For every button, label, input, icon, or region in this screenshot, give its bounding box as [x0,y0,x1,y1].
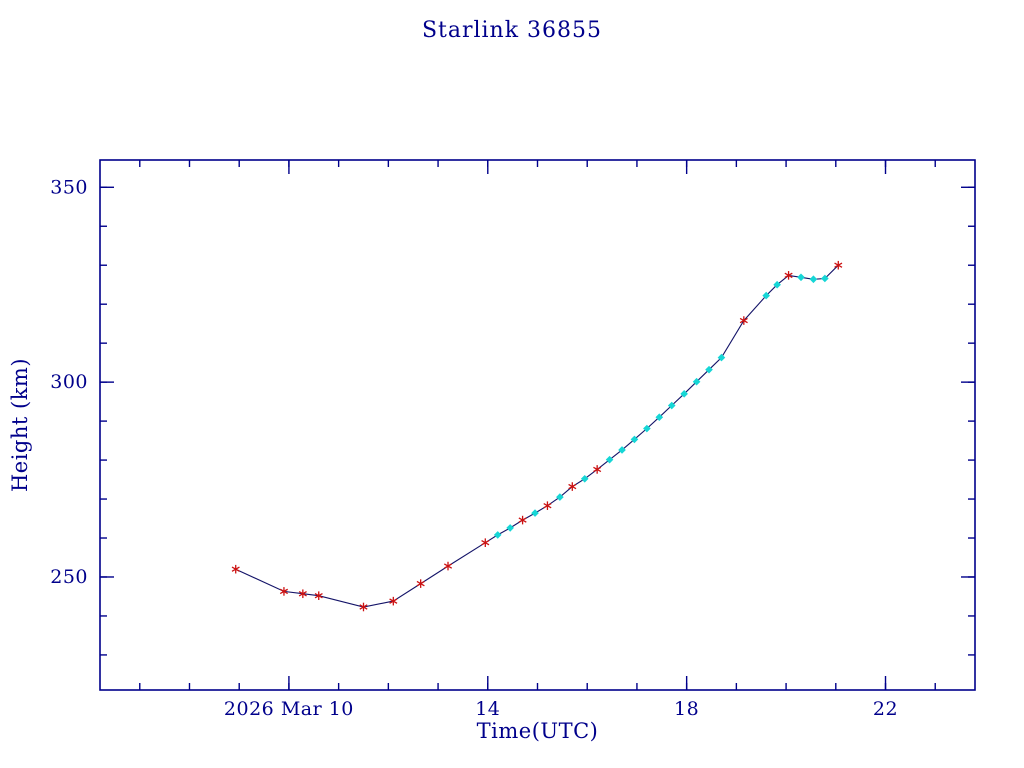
cyan-diamond-marker [618,446,626,454]
x-tick-label: 14 [475,698,500,720]
cyan-diamond-marker [630,435,639,444]
red-star-marker [543,501,552,510]
red-star-marker [518,515,527,525]
cyan-diamond-marker [762,291,771,300]
y-tick-label: 300 [50,371,88,393]
red-star-marker [359,602,368,612]
x-tick-label: 2026 Mar 10 [224,698,354,720]
data-line [235,264,839,608]
red-star-marker [593,465,602,474]
red-star-marker [298,589,307,599]
cyan-diamond-marker [680,390,688,398]
cyan-diamond-marker [580,474,589,483]
red-star-marker [231,564,240,574]
cyan-diamond-marker [773,280,781,289]
cyan-diamond-marker [797,273,805,282]
tick-labels: 2026 Mar 10 14 18 22 250 300 350 [50,176,898,720]
y-tick-label: 250 [50,566,88,588]
cyan-diamond-marker [692,377,701,386]
red-star-marker [834,260,843,270]
red-star-marker [443,561,453,571]
red-star-marker [416,579,425,588]
red-star-marker [739,316,748,325]
red-star-marker [314,591,323,600]
y-axis-label-text: Height (km) [8,357,32,493]
red-star-marker [481,538,490,547]
plot-frame [99,159,976,691]
cyan-diamond-marker [605,455,614,464]
cyan-diamond-marker [809,275,818,284]
cyan-diamond-marker [506,524,514,532]
cyan-diamond-marker [493,531,502,539]
x-tick-label: 22 [873,698,898,720]
cyan-diamond-marker [705,365,713,374]
cyan-diamond-marker [717,353,726,362]
axis-ticks [100,160,975,690]
cyan-diamond-marker [667,401,676,410]
x-axis-label: Time(UTC) [476,719,599,743]
chart-title: Starlink 36855 [421,18,603,43]
cyan-diamond-marker [531,509,539,517]
red-star-marker [784,271,793,280]
red-star-marker [568,482,577,491]
cyan-diamond-marker [643,424,651,433]
y-tick-label: 350 [50,176,88,198]
cyan-diamond-marker [821,274,829,283]
red-star-marker [389,596,398,606]
x-tick-label: 18 [674,698,699,720]
red-star-marker [279,587,288,596]
